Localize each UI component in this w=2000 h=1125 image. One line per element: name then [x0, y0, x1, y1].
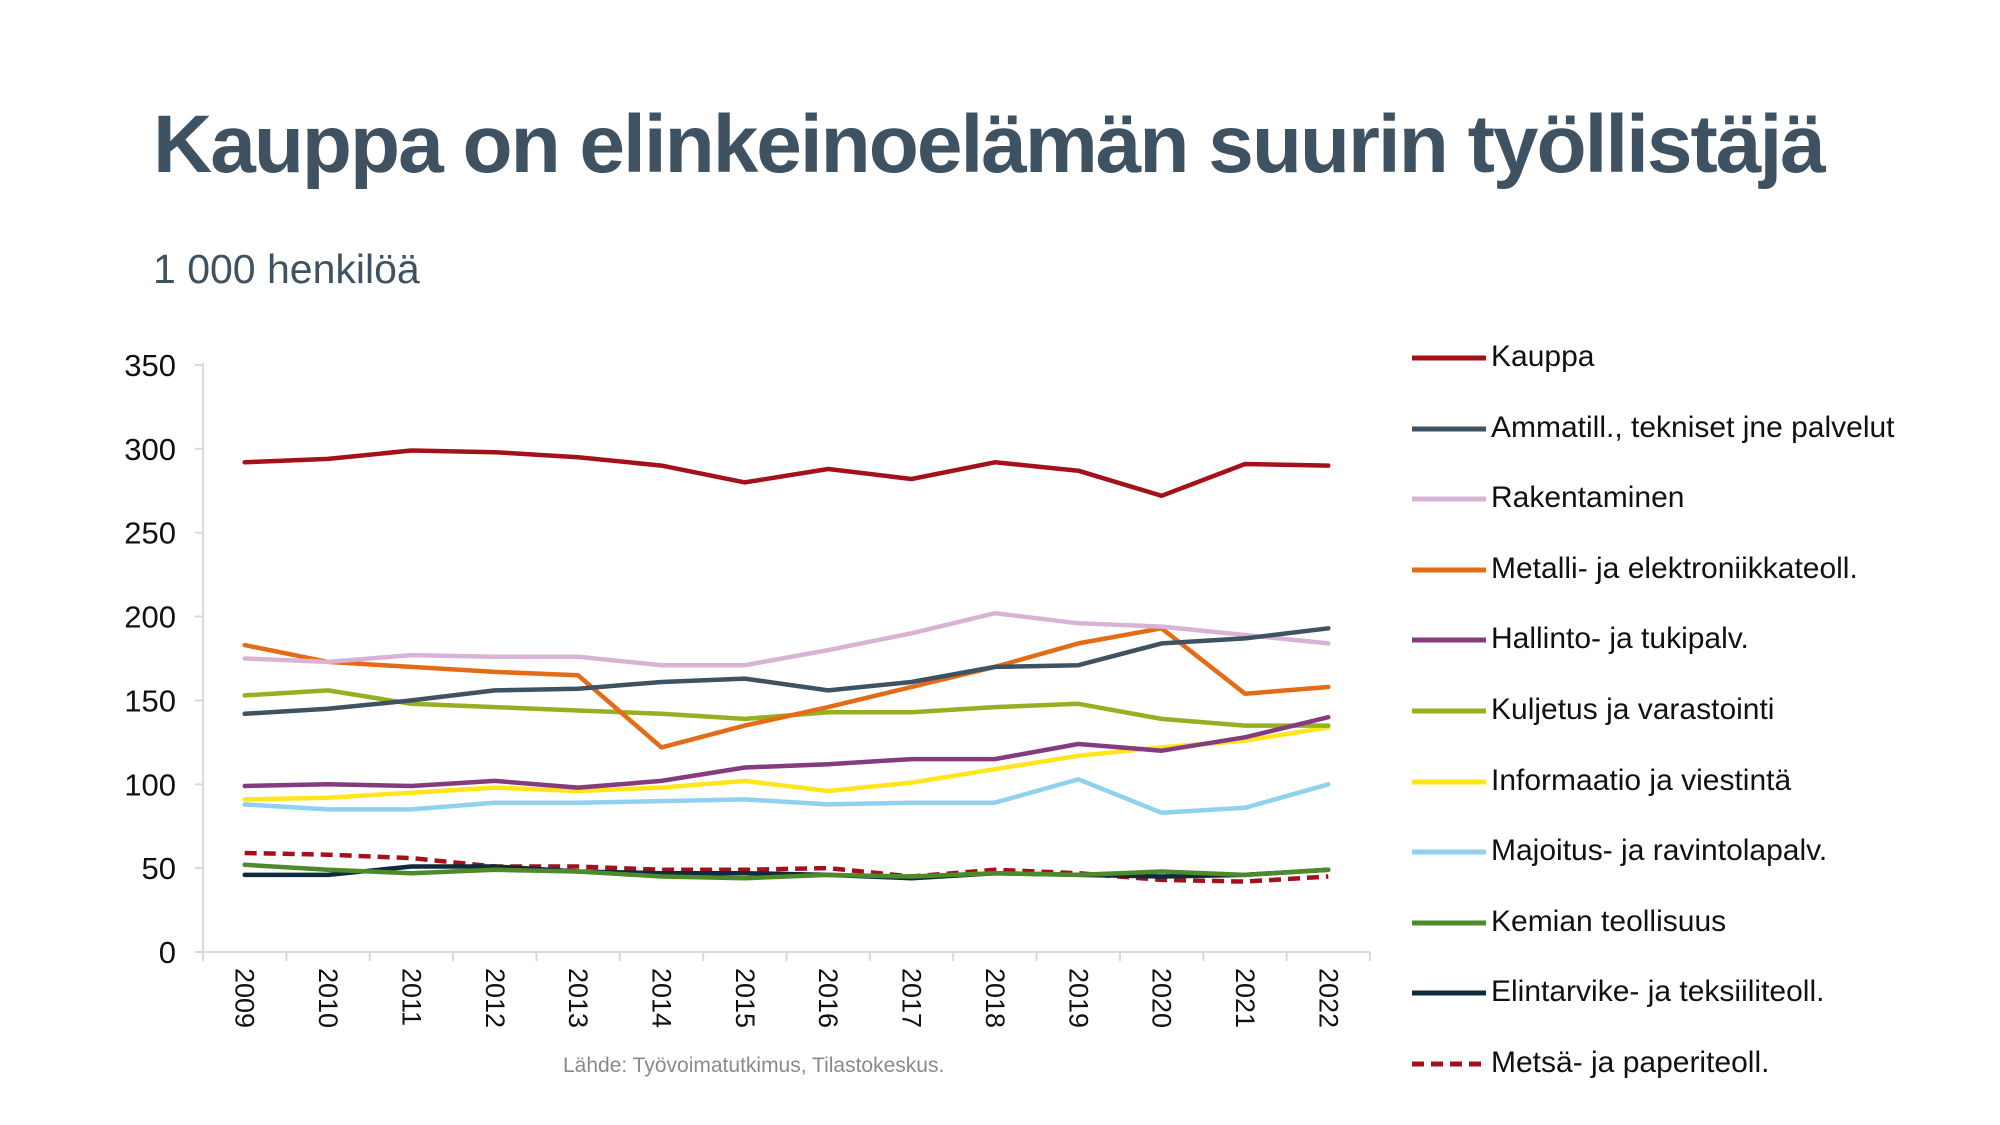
legend-label: Metalli- ja elektroniikkateoll.	[1491, 551, 1858, 585]
legend-swatch	[1412, 637, 1486, 643]
legend-item: Kauppa	[1410, 338, 1995, 409]
x-tick-label: 2011	[396, 968, 426, 1026]
series-line-8	[242, 777, 1331, 816]
x-tick-label: 2014	[646, 968, 676, 1028]
x-tick-label: 2022	[1313, 968, 1343, 1028]
series-line-11	[244, 850, 1329, 884]
legend-item: Hallinto- ja tukipalv.	[1410, 620, 1995, 691]
x-tick-label: 2015	[730, 968, 760, 1028]
x-tick-label: 2017	[897, 968, 927, 1028]
x-tick-label: 2012	[480, 968, 510, 1028]
legend-swatch	[1412, 779, 1486, 785]
legend-item: Elintarvike- ja teksiiliteoll.	[1410, 973, 1995, 1044]
chart-title: Kauppa on elinkeinoelämän suurin työllis…	[153, 99, 1826, 190]
x-tick-label: 2010	[313, 968, 343, 1028]
legend-item: Majoitus- ja ravintolapalv.	[1410, 832, 1995, 903]
legend-item: Informaatio ja viestintä	[1410, 762, 1995, 833]
source-note: Lähde: Työvoimatutkimus, Tilastokeskus.	[563, 1054, 945, 1077]
y-tick-label: 200	[124, 600, 176, 635]
legend-item: Kemian teollisuus	[1410, 903, 1995, 974]
x-tick-label: 2016	[813, 968, 843, 1028]
legend-item: Metsä- ja paperiteoll.	[1410, 1044, 1995, 1115]
series-line-9	[242, 862, 1331, 881]
legend-swatch	[1412, 426, 1486, 432]
legend-label: Ammatill., tekniset jne palvelut	[1491, 410, 1895, 444]
series-line-6	[242, 688, 1331, 728]
legend-item: Kuljetus ja varastointi	[1410, 691, 1995, 762]
series-line-1	[242, 448, 1331, 499]
chart-subtitle: 1 000 henkilöä	[153, 246, 420, 292]
y-tick-label: 300	[124, 432, 176, 467]
chart-legend: Kauppa Ammatill., tekniset jne palvelut Ra…	[1410, 338, 1995, 1115]
legend-swatch	[1412, 920, 1486, 926]
x-tick-label: 2021	[1230, 968, 1260, 1028]
x-tick-label: 2009	[230, 968, 260, 1028]
x-tick-label: 2019	[1063, 968, 1093, 1028]
y-tick-label: 50	[142, 851, 176, 886]
legend-item: Rakentaminen	[1410, 479, 1995, 550]
series-line-4	[242, 626, 1331, 750]
y-tick-label: 100	[124, 767, 176, 802]
series-line-10	[242, 864, 1331, 881]
legend-item: Metalli- ja elektroniikkateoll.	[1410, 550, 1995, 621]
legend-item: Ammatill., tekniset jne palvelut	[1410, 409, 1995, 480]
legend-swatch	[1412, 849, 1486, 855]
legend-label: Kauppa	[1491, 340, 1595, 373]
legend-label: Elintarvike- ja teksiiliteoll.	[1491, 975, 1825, 1009]
y-tick-label: 350	[124, 348, 176, 383]
series-line-3	[242, 610, 1331, 668]
series-line-7	[242, 725, 1331, 802]
legend-swatch	[1412, 708, 1486, 714]
series-line-5	[242, 714, 1331, 790]
legend-label: Majoitus- ja ravintolapalv.	[1491, 834, 1828, 868]
y-tick-label: 0	[159, 935, 176, 970]
legend-label: Informaatio ja viestintä	[1491, 763, 1792, 797]
legend-swatch	[1412, 567, 1486, 573]
legend-swatch	[1412, 496, 1486, 502]
legend-swatch	[1412, 990, 1486, 996]
series-line-2	[242, 626, 1331, 717]
legend-swatch	[1412, 355, 1486, 361]
x-tick-label: 2018	[980, 968, 1010, 1028]
legend-swatch	[1412, 1061, 1486, 1067]
legend-label: Rakentaminen	[1491, 481, 1685, 515]
x-tick-label: 2020	[1147, 968, 1177, 1028]
legend-label: Hallinto- ja tukipalv.	[1491, 622, 1749, 656]
legend-label: Metsä- ja paperiteoll.	[1491, 1045, 1770, 1079]
legend-label: Kuljetus ja varastointi	[1491, 692, 1775, 726]
y-tick-label: 150	[124, 683, 176, 718]
x-tick-label: 2013	[563, 968, 593, 1028]
legend-label: Kemian teollisuus	[1491, 904, 1727, 938]
y-tick-label: 250	[124, 516, 176, 551]
